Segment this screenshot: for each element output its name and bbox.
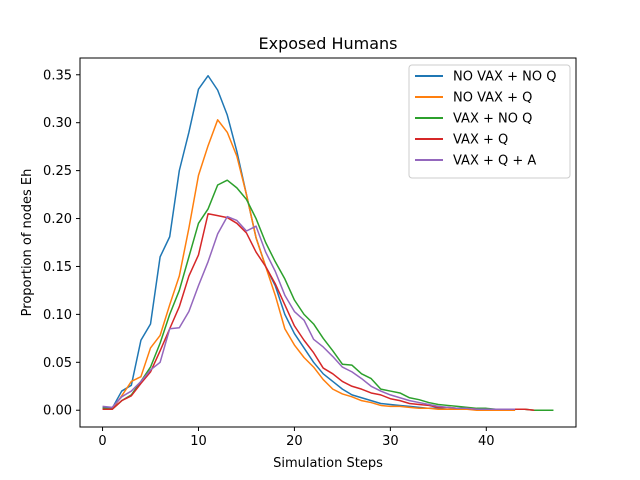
- series-lines: [102, 74, 554, 411]
- x-axis-label: Simulation Steps: [273, 456, 383, 471]
- x-axis: 0 10 20 30 40: [98, 427, 495, 449]
- legend-label: VAX + NO Q: [453, 112, 532, 127]
- legend-label: VAX + Q + A: [453, 154, 536, 169]
- y-tick-label: 0.35: [43, 68, 72, 83]
- legend-label: NO VAX + NO Q: [453, 70, 556, 85]
- series-line-3: [102, 179, 554, 411]
- legend-label: VAX + Q: [453, 133, 508, 148]
- y-axis-label: Proportion of nodes Eh: [20, 169, 35, 317]
- x-tick-label: 10: [190, 434, 207, 449]
- legend-box: [408, 64, 571, 179]
- series-line-2: [102, 119, 516, 411]
- legend: NO VAX + NO Q NO VAX + Q VAX + NO Q VAX + Q…: [408, 64, 571, 179]
- x-tick-label: 30: [382, 434, 399, 449]
- chart-title: Exposed Humans: [259, 34, 398, 53]
- x-tick-label: 40: [478, 434, 495, 449]
- y-tick-label: 0.05: [43, 356, 72, 371]
- y-tick-label: 0.10: [43, 308, 72, 323]
- y-tick-label: 0.30: [43, 116, 72, 131]
- legend-label: NO VAX + Q: [453, 91, 532, 106]
- y-tick-label: 0.20: [43, 212, 72, 227]
- y-tick-label: 0.25: [43, 164, 72, 179]
- x-tick-label: 0: [98, 434, 106, 449]
- plot-area: [79, 57, 577, 428]
- series-line-5: [102, 215, 516, 411]
- y-axis: 0.00 0.05 0.10 0.15 0.20 0.25 0.30 0.35: [43, 68, 80, 419]
- y-tick-label: 0.15: [43, 260, 72, 275]
- y-tick-label: 0.00: [43, 404, 72, 419]
- x-tick-label: 20: [286, 434, 303, 449]
